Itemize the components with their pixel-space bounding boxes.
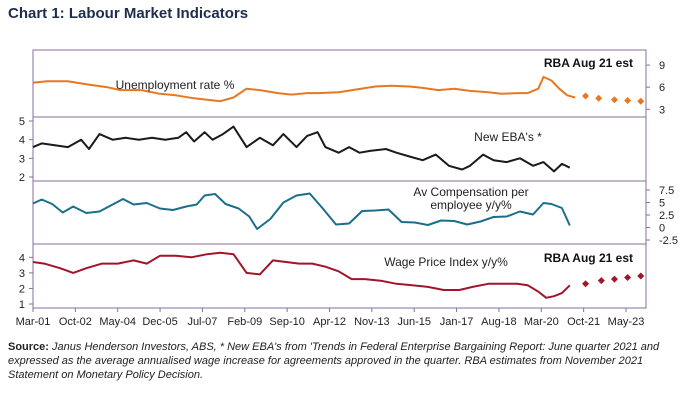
x-tick-label: Mar-01 [16, 316, 51, 328]
unemployment-estimate-marker [610, 96, 618, 104]
compensation-series-line [32, 192, 571, 230]
series-layer [32, 75, 645, 299]
eba-tick-label: 2 [19, 172, 25, 184]
wpi-estimate-marker [637, 272, 645, 280]
eba-series-line [32, 125, 571, 173]
unemployment-estimate-marker [624, 96, 632, 104]
wpi-series-label: Wage Price Index y/y% [384, 255, 508, 269]
x-tick-label: Jan-17 [440, 316, 474, 328]
x-tick-label: May-04 [99, 316, 136, 328]
x-tick-label: Jul-07 [187, 316, 217, 328]
x-tick-label: Aug-18 [481, 316, 516, 328]
wpi-annotation: RBA Aug 21 est [544, 251, 633, 265]
wpi-estimate-marker [582, 280, 590, 288]
eba-tick-label: 5 [19, 116, 25, 128]
x-tick-label: Nov-13 [354, 316, 389, 328]
source-text: Janus Henderson Investors, ABS, * New EB… [8, 341, 660, 381]
plot-frame [32, 49, 647, 309]
compensation-tick-label: 0 [659, 223, 665, 235]
label-layer: Unemployment rate % RBA Aug 21 est New EBA… [116, 56, 633, 269]
panel-frames [32, 49, 647, 309]
x-tick-label: May-23 [608, 316, 645, 328]
x-tick-label: Sep-10 [269, 316, 304, 328]
unemployment-annotation: RBA Aug 21 est [544, 56, 633, 70]
unemployment-tick-label: 6 [659, 82, 665, 94]
source-label: Source: [8, 341, 49, 353]
x-tick-label: Oct-02 [59, 316, 92, 328]
wpi-tick-label: 1 [19, 299, 25, 311]
compensation-tick-label: 2.5 [659, 210, 674, 222]
wpi-estimate-marker [610, 275, 618, 283]
x-tick-label: Jun-15 [397, 316, 431, 328]
eba-tick-label: 3 [19, 153, 25, 165]
x-tick-label: Apr-12 [313, 316, 346, 328]
source-note: Source: Janus Henderson Investors, ABS, … [8, 340, 676, 382]
compensation-series-label: Av Compensation per [413, 185, 528, 199]
compensation-series-label: employee y/y% [430, 198, 512, 212]
unemployment-series-line [32, 75, 576, 103]
unemployment-series-label: Unemployment rate % [116, 78, 235, 92]
wpi-estimate-marker [624, 274, 632, 282]
unemployment-estimate-marker [595, 94, 603, 102]
wpi-estimate-marker [597, 277, 605, 285]
compensation-tick-label: -2.5 [659, 235, 678, 247]
unemployment-tick-label: 9 [659, 60, 665, 72]
unemployment-estimate-marker [582, 92, 590, 100]
chart-title: Chart 1: Labour Market Indicators [8, 5, 249, 22]
x-tick-label: Dec-05 [142, 316, 177, 328]
x-tick-label: Oct-21 [567, 316, 600, 328]
eba-tick-label: 4 [19, 135, 25, 147]
unemployment-estimate-marker [637, 97, 645, 105]
compensation-tick-label: 7.5 [659, 185, 674, 197]
wpi-tick-label: 4 [19, 252, 25, 264]
wpi-tick-label: 3 [19, 268, 25, 280]
wpi-series-line [32, 251, 571, 299]
eba-series-label: New EBA's * [474, 130, 542, 144]
x-tick-label: Feb-09 [227, 316, 262, 328]
unemployment-tick-label: 3 [659, 104, 665, 116]
wpi-tick-label: 2 [19, 283, 25, 295]
compensation-tick-label: 5 [659, 198, 665, 210]
x-tick-label: Mar-20 [524, 316, 559, 328]
